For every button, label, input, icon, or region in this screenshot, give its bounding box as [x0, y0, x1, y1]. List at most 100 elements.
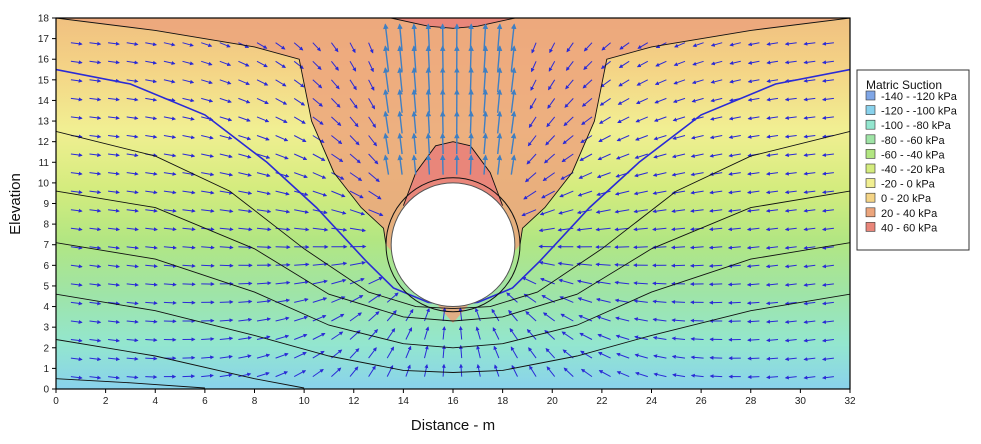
legend-label: -140 - -120 kPa	[881, 91, 958, 103]
x-tick-label: 28	[745, 396, 757, 407]
y-tick-label: 18	[38, 14, 50, 25]
y-tick-label: 17	[38, 34, 50, 45]
flow-vector	[183, 376, 195, 377]
flow-vector-up	[443, 90, 444, 113]
flow-vector	[238, 283, 251, 284]
legend-label: -20 - 0 kPa	[881, 179, 936, 191]
y-tick-label: 12	[38, 137, 50, 148]
y-tick-label: 9	[43, 199, 49, 210]
flow-vector	[653, 283, 667, 284]
flow-vector-up	[470, 68, 471, 92]
x-tick-label: 10	[299, 396, 311, 407]
flow-vector	[220, 302, 233, 303]
x-tick-label: 30	[795, 396, 807, 407]
legend-swatch	[866, 106, 875, 115]
flow-vector-up	[443, 156, 444, 175]
x-tick-label: 16	[447, 396, 459, 407]
flow-vector	[634, 247, 648, 248]
y-tick-label: 0	[43, 385, 49, 396]
legend-label: -100 - -80 kPa	[881, 120, 952, 132]
flow-vector-up	[470, 156, 471, 175]
legend-swatch	[866, 91, 875, 100]
flow-vector	[201, 339, 213, 340]
x-tick-label: 2	[103, 396, 109, 407]
y-tick-label: 11	[39, 158, 50, 169]
legend-label: 40 - 60 kPa	[881, 222, 938, 234]
x-tick-label: 18	[497, 396, 509, 407]
legend-label: 20 - 40 kPa	[881, 208, 938, 220]
flow-vector-up	[470, 112, 471, 133]
legend-swatch	[866, 193, 875, 202]
x-tick-label: 24	[646, 396, 658, 407]
legend-swatch	[866, 208, 875, 217]
flow-vector-up	[470, 134, 471, 154]
y-tick-label: 5	[43, 281, 49, 292]
flow-vector	[145, 340, 157, 341]
legend-swatch	[866, 149, 875, 158]
tunnel-opening	[391, 183, 515, 307]
x-axis-title: Distance - m	[411, 417, 495, 434]
y-tick-label: 4	[43, 302, 49, 313]
legend-label: -60 - -40 kPa	[881, 149, 945, 161]
y-tick-label: 6	[43, 261, 49, 272]
flow-vector	[748, 340, 760, 341]
flow-vector	[615, 265, 629, 266]
flow-vector	[748, 358, 759, 359]
legend-label: 0 - 20 kPa	[881, 193, 932, 205]
legend-swatch	[866, 179, 875, 188]
flow-vector	[276, 265, 290, 266]
flow-vector	[729, 302, 741, 303]
flow-vector	[748, 321, 760, 322]
flow-vector-up	[470, 25, 471, 52]
x-tick-label: 0	[53, 396, 59, 407]
x-tick-label: 6	[202, 396, 208, 407]
legend: Matric Suction -140 - -120 kPa -120 - -10…	[857, 70, 969, 250]
plot-area	[56, 18, 850, 389]
flow-vector-up	[443, 134, 444, 154]
legend-swatch	[866, 164, 875, 173]
legend-swatch	[866, 222, 875, 231]
x-tick-label: 22	[596, 396, 608, 407]
legend-title: Matric Suction	[866, 78, 942, 92]
flow-vector	[183, 284, 196, 285]
y-axis-title: Elevation	[7, 173, 24, 235]
flow-vector	[691, 321, 704, 322]
flow-vector	[201, 265, 214, 266]
flow-vector	[710, 284, 723, 285]
x-tick-label: 14	[398, 396, 410, 407]
legend-label: -80 - -60 kPa	[881, 135, 945, 147]
flow-vector	[748, 377, 759, 378]
x-tick-label: 20	[547, 396, 559, 407]
y-tick-label: 3	[43, 323, 49, 334]
flow-vector	[164, 302, 176, 303]
y-tick-label: 1	[43, 364, 49, 375]
flow-vector-up	[443, 112, 444, 133]
flow-vector	[691, 339, 703, 340]
flow-vector-up	[443, 68, 444, 92]
legend-label: -40 - -20 kPa	[881, 164, 945, 176]
x-tick-label: 4	[152, 396, 158, 407]
y-tick-label: 2	[43, 343, 49, 354]
flow-vector	[257, 247, 271, 248]
legend-swatch	[866, 135, 875, 144]
y-tick-label: 8	[43, 220, 49, 231]
x-tick-label: 26	[696, 396, 708, 407]
flow-vector	[672, 302, 685, 303]
y-tick-label: 13	[38, 117, 50, 128]
y-tick-label: 10	[38, 178, 50, 189]
y-tick-label: 14	[38, 96, 50, 107]
y-tick-label: 7	[43, 240, 49, 251]
y-tick-label: 15	[38, 75, 50, 86]
flow-vector-up	[470, 90, 471, 113]
flow-vector	[710, 376, 722, 377]
x-tick-label: 8	[252, 396, 258, 407]
flow-vector	[145, 358, 156, 359]
flow-vector-up	[443, 25, 444, 52]
y-tick-label: 16	[38, 55, 50, 66]
flow-vector	[691, 265, 704, 266]
legend-label: -120 - -100 kPa	[881, 106, 958, 118]
